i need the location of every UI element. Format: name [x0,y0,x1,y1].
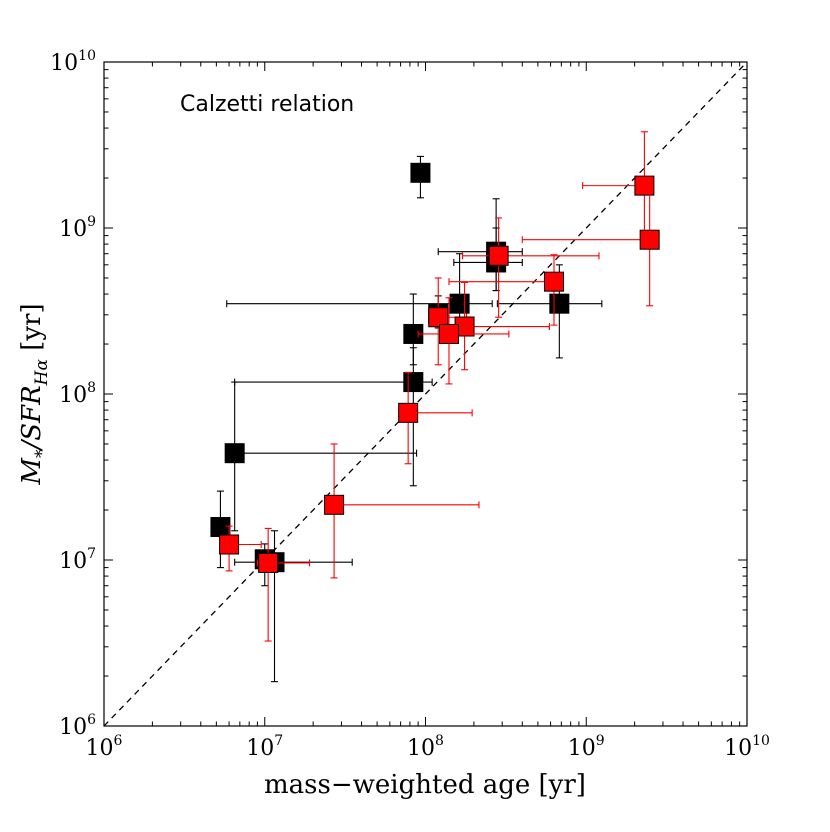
square-marker [449,293,470,314]
data-point [210,490,231,569]
data-point [521,185,660,307]
data-point [448,254,564,326]
axis-tick-labels: 106 107 108 109 1010 106 107 108 109 1010 [50,48,770,761]
data-point [398,371,473,465]
data-point [461,217,600,318]
square-marker [219,534,240,555]
annotation-calzetti: Calzetti relation [180,92,354,117]
x-tick-label: 108 [407,733,444,761]
square-marker [410,162,431,183]
square-marker [324,494,345,515]
x-tick-label: 109 [568,733,605,761]
square-marker [210,517,231,538]
data-point [256,527,311,642]
square-marker [224,443,245,464]
y-tick-label: 106 [59,712,96,740]
square-marker [438,323,459,344]
x-tick-label: 107 [246,733,283,761]
square-marker [549,293,570,314]
y-axis-label: M*/SFRHα [yr] [17,303,52,485]
x-tick-label: 1010 [724,733,770,761]
square-marker [398,402,419,423]
series-2 [219,131,660,642]
data-series [210,131,660,683]
square-marker [428,307,449,328]
x-tick-label: 106 [86,733,123,761]
y-tick-label: 108 [59,380,96,408]
data-point [324,443,480,579]
square-marker [488,245,509,266]
y-tick-label: 107 [59,546,96,574]
x-axis-label: mass−weighted age [yr] [264,770,586,800]
axis-ticks [103,62,747,727]
data-point [410,155,431,199]
data-point [219,525,262,572]
square-marker [403,372,424,393]
square-marker [639,229,660,250]
square-marker [543,271,564,292]
data-point [417,297,510,385]
square-marker [258,552,279,573]
y-tick-label: 1010 [50,48,96,76]
data-point [224,381,418,532]
one-to-one-reference-line [104,62,747,726]
y-tick-label: 109 [59,214,96,242]
